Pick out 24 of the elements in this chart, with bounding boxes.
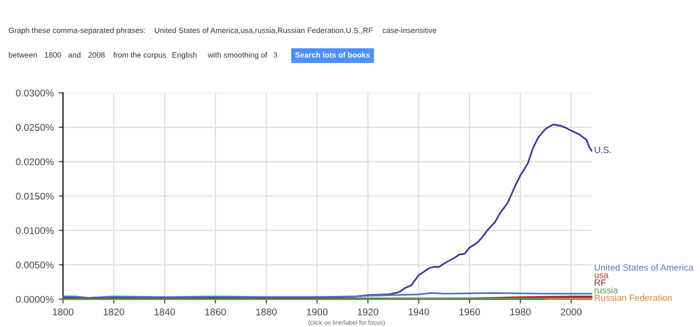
y-tick-label: 0.0200%: [16, 158, 54, 166]
y-tick-label: 0.0250%: [16, 124, 54, 131]
y-tick-label: 0.0100%: [16, 227, 54, 234]
y-tick-label: 0.0300%: [16, 90, 54, 96]
x-tick-label: 1800: [52, 308, 74, 316]
x-tick-label: 1900: [307, 308, 328, 316]
x-tick-label: 1880: [256, 308, 277, 316]
text: United States of America: [594, 264, 694, 271]
x-tick-label: 1860: [205, 308, 226, 316]
x-tick-label: 1840: [154, 308, 176, 316]
x-tick-label: 1820: [104, 308, 124, 316]
series-label: RF: [594, 280, 606, 286]
x-tick-label: 1960: [459, 308, 480, 316]
x-tick-label: 1980: [510, 308, 531, 316]
x-tick-label: 1940: [408, 308, 430, 316]
x-tick-label: 1920: [358, 308, 378, 316]
y-tick-label: 0.0050%: [16, 262, 54, 268]
series-label: U.S.: [594, 146, 611, 154]
y-tick-label: 0.0150%: [16, 192, 54, 200]
series-label: Russian Federation: [594, 294, 672, 301]
y-tick-label: 0.0000%: [16, 296, 54, 303]
series-label: russia: [594, 286, 618, 294]
text: usa: [594, 273, 609, 278]
x-tick-label: 2000: [560, 308, 582, 316]
